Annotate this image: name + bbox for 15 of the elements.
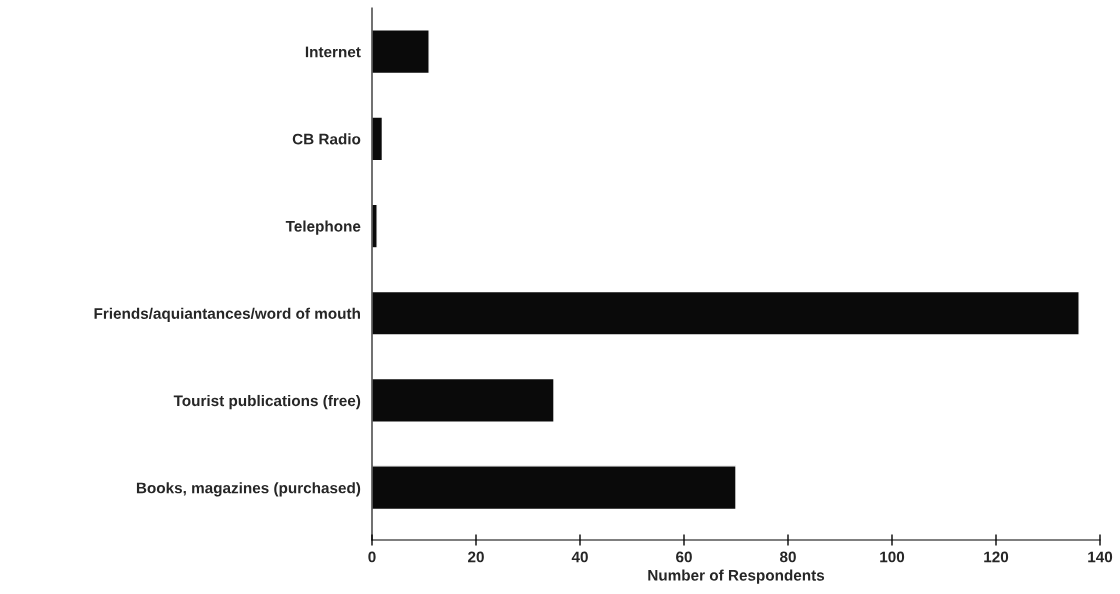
x-tick-label: 120 xyxy=(984,551,1009,563)
x-tick-label: 60 xyxy=(676,551,692,563)
x-tick-label: 100 xyxy=(880,551,905,563)
y-tick-label: Friends/aquiantances/word of mouth xyxy=(94,307,360,322)
y-tick-label: CB Radio xyxy=(292,133,361,145)
y-tick-label: Tourist publications (free) xyxy=(173,394,361,410)
x-tick-label: 40 xyxy=(571,551,588,563)
y-tick-label: Internet xyxy=(305,46,361,58)
x-tick-label: 0 xyxy=(368,551,376,563)
x-tick-label: 20 xyxy=(468,551,484,563)
x-tick-label: 140 xyxy=(1088,551,1113,563)
y-tick-label: Telephone xyxy=(285,220,361,235)
y-tick-label: Books, magazines (purchased) xyxy=(136,482,361,497)
x-tick-label: 80 xyxy=(779,551,796,563)
x-axis-title: Number of Respondents xyxy=(648,569,825,584)
